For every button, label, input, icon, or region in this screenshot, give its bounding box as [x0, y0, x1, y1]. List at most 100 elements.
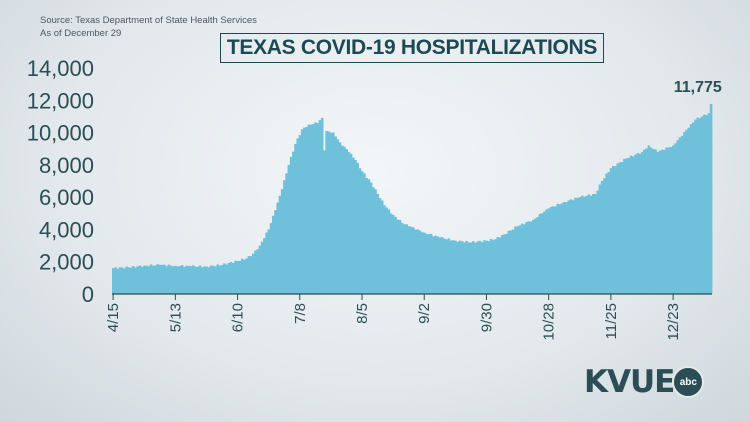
- data-bar: [296, 138, 300, 294]
- data-bar: [336, 139, 340, 294]
- data-bar: [507, 230, 511, 294]
- data-bar: [225, 264, 228, 294]
- data-bar: [300, 129, 304, 294]
- data-bar: [432, 236, 435, 294]
- abc-badge: abc: [672, 366, 705, 398]
- data-bar: [576, 197, 580, 294]
- data-bar: [125, 266, 128, 294]
- data-bar: [569, 199, 573, 294]
- data-bar: [603, 178, 606, 294]
- data-bar: [609, 168, 613, 294]
- data-bar: [118, 267, 122, 294]
- data-bar: [612, 165, 615, 294]
- data-bar: [625, 158, 628, 294]
- data-bar: [127, 267, 131, 294]
- x-tick-label: 12/23: [665, 303, 682, 341]
- data-bar: [269, 223, 273, 294]
- data-bar: [545, 209, 548, 294]
- data-bar: [372, 187, 375, 294]
- data-bar: [367, 179, 371, 294]
- data-bar: [329, 132, 333, 294]
- data-bar: [620, 162, 624, 294]
- data-bar: [216, 264, 220, 294]
- data-bar: [523, 224, 526, 294]
- data-bar: [687, 127, 691, 294]
- y-tick-label: 12,000: [27, 88, 94, 113]
- data-bar: [378, 198, 382, 294]
- data-bar: [267, 229, 271, 294]
- y-tick-label: 4,000: [39, 217, 94, 242]
- data-bar: [694, 119, 697, 294]
- data-bar: [592, 193, 595, 294]
- data-bar: [538, 213, 542, 294]
- data-bar: [276, 202, 280, 294]
- data-bar: [316, 122, 320, 294]
- data-bar: [409, 226, 413, 294]
- data-bar: [660, 149, 664, 294]
- peak-value-label: 11,775: [674, 79, 722, 96]
- data-bar: [285, 173, 288, 294]
- data-bar: [292, 151, 295, 294]
- data-bar: [358, 168, 362, 294]
- data-bar: [163, 264, 166, 294]
- data-bar: [436, 236, 440, 294]
- data-bar: [227, 263, 231, 294]
- data-bar: [416, 229, 420, 294]
- data-bar: [309, 124, 313, 294]
- data-bar: [607, 172, 611, 294]
- data-bar: [565, 202, 568, 294]
- data-bar: [549, 206, 553, 294]
- data-bar: [445, 239, 448, 294]
- data-bar: [638, 153, 642, 294]
- data-bar: [487, 241, 491, 294]
- data-bar: [540, 213, 544, 294]
- data-bar: [434, 235, 437, 294]
- data-bar: [423, 232, 426, 294]
- data-bar: [700, 116, 704, 295]
- data-bar: [278, 195, 282, 294]
- data-bar: [627, 157, 631, 294]
- data-bar: [307, 124, 311, 294]
- data-bar: [614, 166, 617, 294]
- data-bar: [325, 130, 328, 294]
- data-bar: [474, 242, 477, 294]
- data-bar: [212, 265, 215, 294]
- data-bar: [120, 267, 124, 294]
- data-bar: [343, 146, 346, 294]
- x-tick-label: 7/8: [292, 303, 309, 324]
- data-bar: [469, 242, 473, 294]
- annotation-group: 11,775: [674, 79, 722, 96]
- data-bar: [456, 241, 460, 294]
- data-bar: [532, 219, 535, 294]
- data-bar: [465, 240, 468, 294]
- data-bar: [129, 267, 133, 294]
- data-bar: [338, 142, 342, 294]
- data-bar: [318, 120, 322, 294]
- data-bar: [280, 189, 284, 294]
- data-bar: [556, 203, 560, 294]
- data-bar: [547, 208, 551, 294]
- data-bar: [498, 237, 502, 294]
- y-tick-label: 0: [82, 282, 94, 307]
- data-bar: [536, 217, 540, 294]
- data-bar: [480, 242, 484, 294]
- data-bar: [692, 122, 695, 294]
- data-bar: [347, 151, 351, 294]
- data-bar: [696, 117, 700, 295]
- data-bar: [396, 219, 400, 294]
- data-bar: [205, 266, 208, 294]
- data-bar: [492, 240, 495, 294]
- data-bar: [245, 258, 248, 294]
- data-bar: [352, 157, 355, 294]
- y-tick-label: 6,000: [39, 185, 94, 210]
- data-bar: [418, 230, 422, 294]
- data-bar: [220, 264, 224, 294]
- data-bar: [643, 149, 646, 294]
- data-bar: [298, 135, 302, 294]
- data-bar: [438, 237, 442, 294]
- data-bar: [663, 150, 666, 294]
- data-bar: [400, 222, 404, 294]
- data-bar: [398, 220, 402, 294]
- y-tick-label: 14,000: [27, 56, 94, 81]
- data-bar: [560, 203, 564, 294]
